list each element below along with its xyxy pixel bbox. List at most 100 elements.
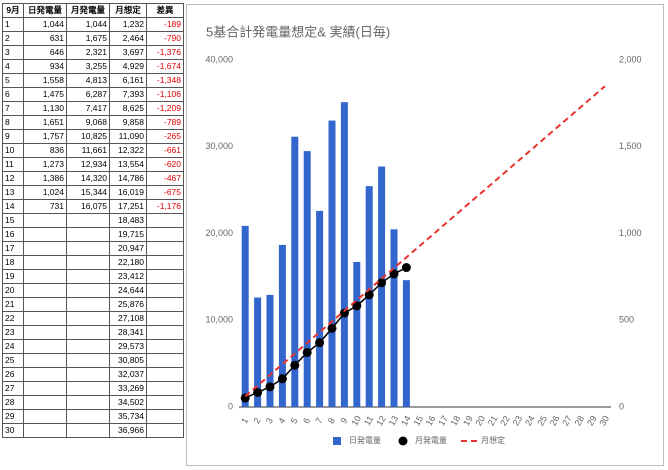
- legend-swatch: [333, 437, 341, 445]
- x-tick-label: 19: [461, 414, 475, 428]
- chart: 5基合計発電量想定& 実績(日毎) 0 10,000 20,000 30,000 40,…: [186, 4, 664, 466]
- table-cell: [66, 269, 110, 284]
- table-cell: [66, 241, 110, 256]
- table-cell: 8,625: [109, 101, 147, 116]
- x-tick-label: 29: [585, 414, 599, 428]
- table-cell: 30,805: [109, 353, 147, 368]
- bar: [340, 102, 348, 408]
- table-cell: -189: [146, 17, 184, 32]
- table-row: 16 19,715: [2, 227, 184, 242]
- table-cell: 6,287: [66, 87, 110, 102]
- table-cell: 1,024: [23, 185, 67, 200]
- x-tick-label: 14: [399, 414, 413, 428]
- table-cell: 7,393: [109, 87, 147, 102]
- x-tick-label: 21: [486, 414, 500, 428]
- x-tick-label: 23: [511, 414, 525, 428]
- table-cell: [146, 339, 184, 354]
- x-tick-label: 26: [548, 414, 562, 428]
- table-cell: 3,255: [66, 59, 110, 74]
- table-row: 14 731 16,075 17,251 -1,176: [2, 199, 184, 214]
- table-cell: [66, 423, 110, 438]
- table-cell: 10: [2, 143, 24, 158]
- table-row: 6 1,475 6,287 7,393 -1,106: [2, 87, 184, 102]
- table-cell: [66, 395, 110, 410]
- table-cell: 9: [2, 129, 24, 144]
- table-cell: 12: [2, 171, 24, 186]
- table-cell: 18: [2, 255, 24, 270]
- table-cell: -467: [146, 171, 184, 186]
- table-cell: 22: [2, 311, 24, 326]
- table-cell: [146, 381, 184, 396]
- legend-swatch: [398, 436, 408, 446]
- table-cell: [146, 269, 184, 284]
- table-cell: [146, 255, 184, 270]
- table-cell: 11: [2, 157, 24, 172]
- table-cell: 9,068: [66, 115, 110, 130]
- table-cell: -1,674: [146, 59, 184, 74]
- bar: [353, 261, 361, 407]
- table-cell: 36,966: [109, 423, 147, 438]
- table-cell: [146, 311, 184, 326]
- x-tick-label: 28: [573, 414, 587, 428]
- table-cell: 5: [2, 73, 24, 88]
- table-cell: 21: [2, 297, 24, 312]
- table-row: 24 29,573: [2, 339, 184, 354]
- table-cell: 9月: [2, 3, 24, 18]
- table-cell: 12,322: [109, 143, 147, 158]
- x-tick-label: 4: [276, 416, 287, 425]
- x-tick-label: 3: [264, 416, 275, 425]
- table-cell: [23, 395, 67, 410]
- x-tick-label: 9: [338, 416, 349, 425]
- table-cell: 28: [2, 395, 24, 410]
- table-cell: [146, 395, 184, 410]
- x-tick-label: 15: [411, 414, 425, 428]
- table-cell: [23, 409, 67, 424]
- table-cell: 16,019: [109, 185, 147, 200]
- table-cell: 23: [2, 325, 24, 340]
- table-cell: -620: [146, 157, 184, 172]
- table-cell: 20,947: [109, 241, 147, 256]
- legend-label: 日発電量: [349, 436, 381, 445]
- table-cell: [23, 213, 67, 228]
- y2-tick-label: 1,000: [619, 228, 642, 238]
- table-cell: 32,037: [109, 367, 147, 382]
- table-row: 12 1,386 14,320 14,786 -467: [2, 171, 184, 186]
- table-cell: 30: [2, 423, 24, 438]
- table-cell: [66, 283, 110, 298]
- table-cell: [23, 381, 67, 396]
- table-cell: 1,651: [23, 115, 67, 130]
- table-row: 29 35,734: [2, 409, 184, 424]
- x-tick-label: 30: [597, 414, 611, 428]
- table-cell: 1,757: [23, 129, 67, 144]
- marker: [302, 347, 312, 357]
- table-cell: [146, 353, 184, 368]
- table-cell: [146, 423, 184, 438]
- table-row: 7 1,130 7,417 8,625 -1,209: [2, 101, 184, 116]
- y-tick-label: 10,000: [205, 315, 233, 325]
- x-tick-label: 1: [239, 416, 250, 425]
- legend-label: 月発電量: [415, 436, 447, 445]
- table-cell: 14,786: [109, 171, 147, 186]
- table-cell: 13,554: [109, 157, 147, 172]
- marker: [364, 290, 374, 300]
- table-cell: [23, 255, 67, 270]
- marker: [401, 263, 411, 273]
- table-cell: -661: [146, 143, 184, 158]
- table-cell: [23, 325, 67, 340]
- table-cell: [66, 353, 110, 368]
- table-cell: 27: [2, 381, 24, 396]
- table-cell: 14,320: [66, 171, 110, 186]
- table-cell: 34,502: [109, 395, 147, 410]
- marker: [377, 278, 387, 288]
- table-cell: 1,675: [66, 31, 110, 46]
- table-row: 22 27,108: [2, 311, 184, 326]
- table-cell: 28,341: [109, 325, 147, 340]
- table-cell: [146, 409, 184, 424]
- spreadsheet: 9月 日発電量 月発電量 月想定 差異 1 1,044 1,044 1,232 -189 2 631 1…: [2, 3, 184, 438]
- x-tick-label: 25: [535, 414, 549, 428]
- x-tick-label: 18: [449, 414, 463, 428]
- bar: [254, 297, 262, 407]
- y-tick-label: 40,000: [205, 54, 233, 64]
- table-cell: -1,376: [146, 45, 184, 60]
